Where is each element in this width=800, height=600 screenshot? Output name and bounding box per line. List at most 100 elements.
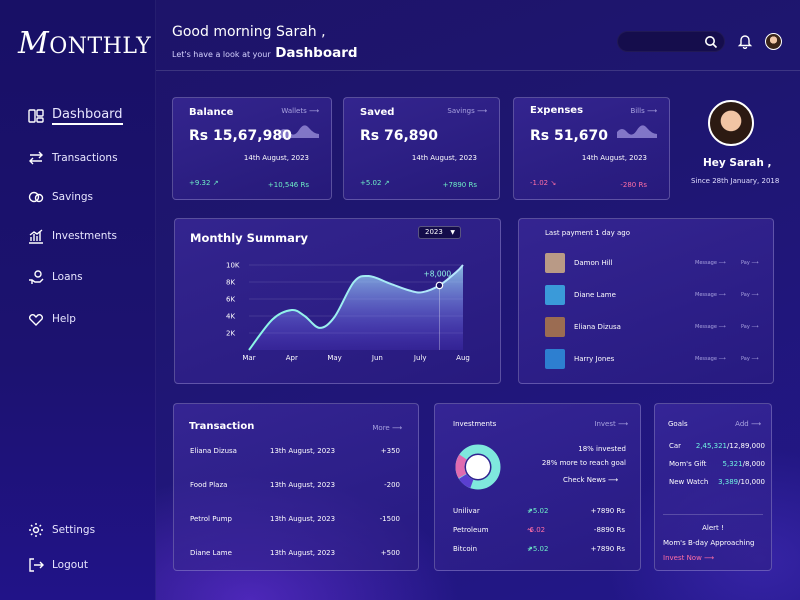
transaction-name: Food Plaza (190, 481, 228, 489)
trend-down-icon: ↘ (550, 179, 557, 187)
sparkline (279, 125, 319, 138)
goals-card: Goals Add ⟶ Car 2,45,321/12,89,000 Mom's G… (654, 403, 772, 571)
savings-link[interactable]: Savings ⟶ (447, 107, 487, 115)
balance-card[interactable]: Balance Wallets ⟶ Rs 15,67,980 14th Augu… (172, 97, 332, 200)
sidebar-item-help[interactable]: Help (28, 309, 76, 329)
chart-title: Monthly Summary (190, 231, 309, 245)
message-button[interactable]: Message ⟶ (695, 356, 726, 362)
stat-delta: +9.32 ↗ (189, 179, 219, 187)
x-tick-label: Apr (286, 354, 298, 362)
y-tick-label: 10K (226, 262, 240, 270)
saved-card[interactable]: Saved Savings ⟶ Rs 76,890 14th August, 2… (343, 97, 500, 200)
stat-amount: +10,546 Rs (267, 181, 309, 189)
transaction-name: Diane Lame (190, 549, 232, 557)
profile-avatar[interactable] (708, 100, 754, 146)
invested-percent: 18% invested (578, 445, 626, 453)
goal-progress: 3,389/10,000 (718, 478, 765, 486)
pay-button[interactable]: Pay ⟶ (741, 292, 759, 298)
stat-title: Expenses (530, 105, 584, 116)
sparkline (617, 125, 657, 138)
expenses-card[interactable]: Expenses Bills ⟶ Rs 51,670 14th August, … (513, 97, 670, 200)
app-logo[interactable]: MONTHLY (18, 26, 152, 61)
gear-icon (29, 523, 43, 537)
payment-row: Eliana Dizusa Message ⟶ Pay ⟶ (545, 317, 765, 337)
sidebar-item-label: Loans (52, 271, 83, 283)
trend-up-icon: ↗ (527, 545, 533, 553)
transaction-amount: +350 (380, 447, 400, 455)
trend-down-icon: ↘ (527, 526, 533, 534)
goal-progress: 2,45,321/12,89,000 (695, 442, 765, 450)
payee-name: Harry Jones (574, 355, 615, 363)
pay-button[interactable]: Pay ⟶ (741, 260, 759, 266)
transaction-row[interactable]: Petrol Pump 13th August, 2023 -1500 (190, 515, 400, 527)
year-select[interactable]: 2023 ▼ (418, 226, 461, 239)
invest-now-link[interactable]: Invest Now ⟶ (663, 554, 715, 562)
add-goal-button[interactable]: Add ⟶ (735, 420, 761, 428)
message-button[interactable]: Message ⟶ (695, 292, 726, 298)
y-tick-label: 6K (226, 296, 235, 304)
sidebar-item-dashboard[interactable]: Dashboard (28, 106, 123, 126)
message-button[interactable]: Message ⟶ (695, 324, 726, 330)
transaction-name: Petrol Pump (190, 515, 232, 523)
pay-button[interactable]: Pay ⟶ (741, 356, 759, 362)
goal-row[interactable]: New Watch 3,389/10,000 (669, 478, 765, 488)
monthly-summary-card: 2K 4K 6K 8K 10K Mar Apr May Jun July Aug +8,000 Mon… (174, 218, 501, 384)
investments-title: Investments (453, 420, 497, 428)
bell-icon[interactable] (737, 33, 753, 49)
payee-name: Eliana Dizusa (574, 323, 621, 331)
investment-row[interactable]: Petroleum -6.02 ↘ -8890 Rs (453, 526, 625, 534)
y-tick-label: 2K (226, 330, 235, 338)
greeting: Good morning Sarah , (172, 24, 326, 40)
sidebar-item-settings[interactable]: Settings (28, 520, 95, 540)
goal-name: Mom's Gift (669, 460, 707, 468)
bills-link[interactable]: Bills ⟶ (630, 107, 657, 115)
pay-button[interactable]: Pay ⟶ (741, 324, 759, 330)
header-divider (156, 70, 800, 71)
goal-remaining: 28% more to reach goal (541, 459, 626, 467)
last-payment: Last payment 1 day ago (545, 229, 631, 237)
goal-row[interactable]: Mom's Gift 5,321/8,000 (669, 460, 765, 470)
stat-delta: -1.02 ↘ (530, 179, 557, 187)
sidebar-item-loans[interactable]: Loans (28, 267, 83, 287)
chart-icon (29, 229, 43, 244)
sidebar-item-investments[interactable]: Investments (28, 226, 117, 246)
avatar[interactable] (765, 33, 782, 50)
investment-row[interactable]: Unilivar +5.02 ↗ +7890 Rs (453, 507, 625, 515)
message-button[interactable]: Message ⟶ (695, 260, 726, 266)
check-news-link[interactable]: Check News ⟶ (563, 476, 618, 484)
sidebar-item-label: Savings (52, 191, 94, 203)
more-link[interactable]: More ⟶ (372, 424, 402, 432)
transaction-row[interactable]: Diane Lame 13th August, 2023 +500 (190, 549, 400, 561)
payee-name: Diane Lame (574, 291, 616, 299)
summary-chart: 2K 4K 6K 8K 10K Mar Apr May Jun July Aug +8,000 (226, 262, 470, 363)
handshake-icon (29, 314, 43, 326)
search-input[interactable] (617, 31, 725, 52)
transaction-date: 13th August, 2023 (270, 549, 336, 557)
sidebar-item-label: Investments (52, 230, 117, 242)
stat-title: Balance (189, 107, 234, 118)
avatar (545, 285, 565, 305)
avatar (545, 349, 565, 369)
investment-name: Bitcoin (453, 545, 478, 553)
caret-down-icon: ▼ (450, 229, 455, 236)
stat-value: Rs 51,670 (530, 128, 609, 144)
area-series (249, 265, 463, 350)
investment-row[interactable]: Bitcoin +5.02 ↗ +7890 Rs (453, 545, 625, 553)
sidebar-item-transactions[interactable]: Transactions (28, 148, 118, 168)
goal-row[interactable]: Car 2,45,321/12,89,000 (669, 442, 765, 452)
sidebar-item-savings[interactable]: Savings (28, 187, 93, 207)
goal-name: New Watch (669, 478, 709, 486)
y-tick-label: 8K (226, 279, 235, 287)
sub-greeting: Let's have a look at your Dashboard (172, 45, 358, 61)
sidebar-item-logout[interactable]: Logout (28, 555, 88, 575)
wallets-link[interactable]: Wallets ⟶ (281, 107, 319, 115)
alert-message: Mom's B-day Approaching (663, 539, 755, 547)
stat-date: 14th August, 2023 (581, 154, 647, 162)
invest-link[interactable]: Invest ⟶ (594, 420, 628, 428)
search-icon[interactable] (704, 35, 718, 49)
stat-title: Saved (360, 107, 395, 118)
transaction-row[interactable]: Eliana Dizusa 13th August, 2023 +350 (190, 447, 400, 459)
transaction-row[interactable]: Food Plaza 13th August, 2023 -200 (190, 481, 400, 493)
annotation-label: +8,000 (423, 269, 451, 278)
